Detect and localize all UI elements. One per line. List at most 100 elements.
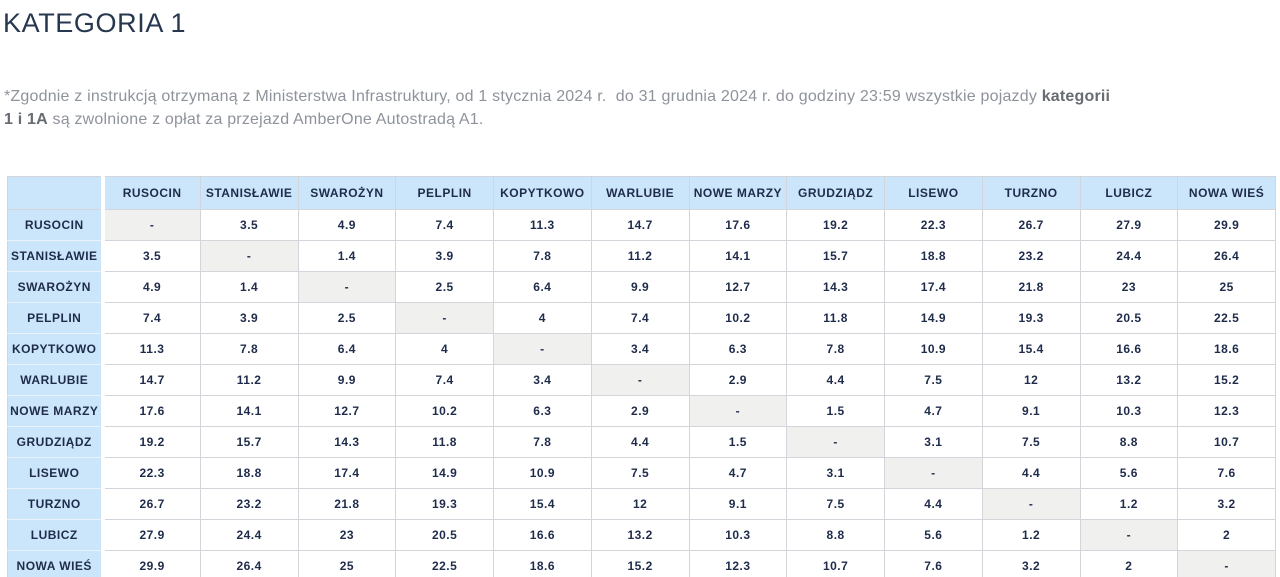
table-row: NOWE MARZY 17.6 14.1 12.7 10.2 6.3 2.9-1.5 4.7 9…: [7, 394, 1276, 427]
row-header: KOPYTKOWO: [7, 332, 105, 365]
distance-cell: 7.5: [981, 425, 1081, 458]
distance-cell: 6.4: [493, 270, 592, 303]
distance-cell: 7.8: [199, 332, 299, 365]
distance-cell: 29.9: [102, 549, 201, 577]
column-header: PELPLIN: [395, 175, 494, 210]
distance-cell: 6.3: [493, 394, 592, 427]
row-header: PELPLIN: [7, 301, 105, 334]
table-row: TURZNO 26.7 23.2 21.8 19.3 15.4 12 9.1 7.5 4.4-1.…: [7, 487, 1276, 520]
distance-cell: 14.9: [395, 456, 494, 489]
distance-cell: 2.5: [297, 301, 397, 334]
distance-cell: 25: [297, 549, 397, 577]
self-intersection-cell: -: [199, 239, 299, 272]
distance-cell: 9.9: [297, 363, 397, 396]
distance-cell: 1.5: [786, 394, 885, 427]
distance-cell: 15.2: [590, 549, 690, 577]
distance-cell: 21.8: [297, 487, 397, 520]
self-intersection-cell: -: [590, 363, 690, 396]
row-header: WARLUBIE: [7, 363, 105, 396]
self-intersection-cell: -: [1079, 518, 1179, 551]
distance-cell: 14.9: [884, 301, 983, 334]
row-header: TURZNO: [7, 487, 105, 520]
table-body: RUSOCIN -3.5 4.9 7.4 11.3 14.7 17.6 19.2 22.3 26.…: [7, 208, 1276, 577]
self-intersection-cell: -: [981, 487, 1081, 520]
distance-cell: 18.8: [199, 456, 299, 489]
distance-cell: 18.6: [493, 549, 592, 577]
distance-cell: 8.8: [1079, 425, 1179, 458]
page: KATEGORIA 1 *Zgodnie z instrukcją otrzym…: [0, 8, 1280, 577]
distance-cell: 11.3: [102, 332, 201, 365]
table-row: SWAROŻYN 4.9 1.4-2.5 6.4 9.9 12.7 14.3 17.4 21.8…: [7, 270, 1276, 303]
distance-cell: 1.5: [688, 425, 788, 458]
distance-cell: 10.2: [395, 394, 494, 427]
distance-cell: 14.1: [688, 239, 788, 272]
distance-cell: 9.9: [590, 270, 690, 303]
column-header: GRUDZIĄDZ: [786, 175, 885, 210]
distance-cell: 26.4: [199, 549, 299, 577]
distance-cell: 12.7: [297, 394, 397, 427]
page-title: KATEGORIA 1: [3, 8, 187, 38]
self-intersection-cell: -: [493, 332, 592, 365]
distance-cell: 10.7: [786, 549, 885, 577]
note-line-1: *Zgodnie z instrukcją otrzymaną z Minist…: [4, 85, 1280, 108]
distance-cell: 19.3: [981, 301, 1081, 334]
distance-cell: 17.4: [297, 456, 397, 489]
distance-cell: 7.4: [395, 363, 494, 396]
table-row: LUBICZ 27.9 24.4 23 20.5 16.6 13.2 10.3 8.8 5.6 1.…: [7, 518, 1276, 551]
distance-cell: 17.6: [688, 208, 788, 241]
column-header: STANISŁAWIE: [199, 175, 299, 210]
distance-cell: 7.4: [395, 208, 494, 241]
distance-cell: 3.9: [199, 301, 299, 334]
distance-cell: 15.7: [786, 239, 885, 272]
row-header: RUSOCIN: [7, 208, 105, 241]
distance-cell: 23: [1079, 270, 1179, 303]
self-intersection-cell: -: [297, 270, 397, 303]
distance-cell: 3.2: [1177, 487, 1276, 520]
distance-cell: 7.4: [590, 301, 690, 334]
distance-cell: 8.8: [786, 518, 885, 551]
distance-cell: 3.5: [102, 239, 201, 272]
distance-cell: 7.8: [493, 425, 592, 458]
note-line-2-text: są zwolnione z opłat za przejazd AmberOn…: [47, 110, 484, 128]
distance-cell: 12: [981, 363, 1081, 396]
table-row: WARLUBIE 14.7 11.2 9.9 7.4 3.4-2.9 4.4 7.5 12 13.…: [7, 363, 1276, 396]
distance-cell: 25: [1177, 270, 1276, 303]
distance-cell: 10.9: [493, 456, 592, 489]
distance-cell: 2.5: [395, 270, 494, 303]
column-header: NOWA WIEŚ: [1177, 175, 1276, 210]
distance-cell: 3.1: [884, 425, 983, 458]
distance-cell: 14.7: [102, 363, 201, 396]
distance-cell: 4.4: [884, 487, 983, 520]
table-row: STANISŁAWIE 3.5-1.4 3.9 7.8 11.2 14.1 15.7 18.8…: [7, 239, 1276, 272]
distance-cell: 23.2: [981, 239, 1081, 272]
distance-cell: 10.7: [1177, 425, 1276, 458]
distance-cell: 2: [1079, 549, 1179, 577]
distance-cell: 19.3: [395, 487, 494, 520]
distance-cell: 4.7: [688, 456, 788, 489]
distance-cell: 1.2: [1079, 487, 1179, 520]
distance-cell: 10.2: [688, 301, 788, 334]
distance-cell: 4: [493, 301, 592, 334]
distance-cell: 15.7: [199, 425, 299, 458]
row-header: GRUDZIĄDZ: [7, 425, 105, 458]
distance-cell: 3.5: [199, 208, 299, 241]
distance-cell: 24.4: [1079, 239, 1179, 272]
table-row: RUSOCIN -3.5 4.9 7.4 11.3 14.7 17.6 19.2 22.3 26.…: [7, 208, 1276, 241]
distance-cell: 11.8: [395, 425, 494, 458]
distance-cell: 7.5: [884, 363, 983, 396]
distance-cell: 11.2: [590, 239, 690, 272]
distance-cell: 19.2: [786, 208, 885, 241]
distance-cell: 24.4: [199, 518, 299, 551]
distance-cell: 15.2: [1177, 363, 1276, 396]
column-header: SWAROŻYN: [297, 175, 397, 210]
distance-cell: 1.4: [199, 270, 299, 303]
table-row: NOWA WIEŚ 29.9 26.4 25 22.5 18.6 15.2 12.3 10.7 7…: [7, 549, 1276, 577]
distance-cell: 7.8: [786, 332, 885, 365]
distance-cell: 1.4: [297, 239, 397, 272]
column-header: RUSOCIN: [102, 175, 201, 210]
table-head: RUSOCIN STANISŁAWIE SWAROŻYN PELPLIN KOPYTKO…: [7, 175, 1276, 210]
distance-cell: 3.9: [395, 239, 494, 272]
distance-cell: 23.2: [199, 487, 299, 520]
header-row: RUSOCIN STANISŁAWIE SWAROŻYN PELPLIN KOPYTKO…: [7, 175, 1276, 210]
distance-cell: 27.9: [1079, 208, 1179, 241]
